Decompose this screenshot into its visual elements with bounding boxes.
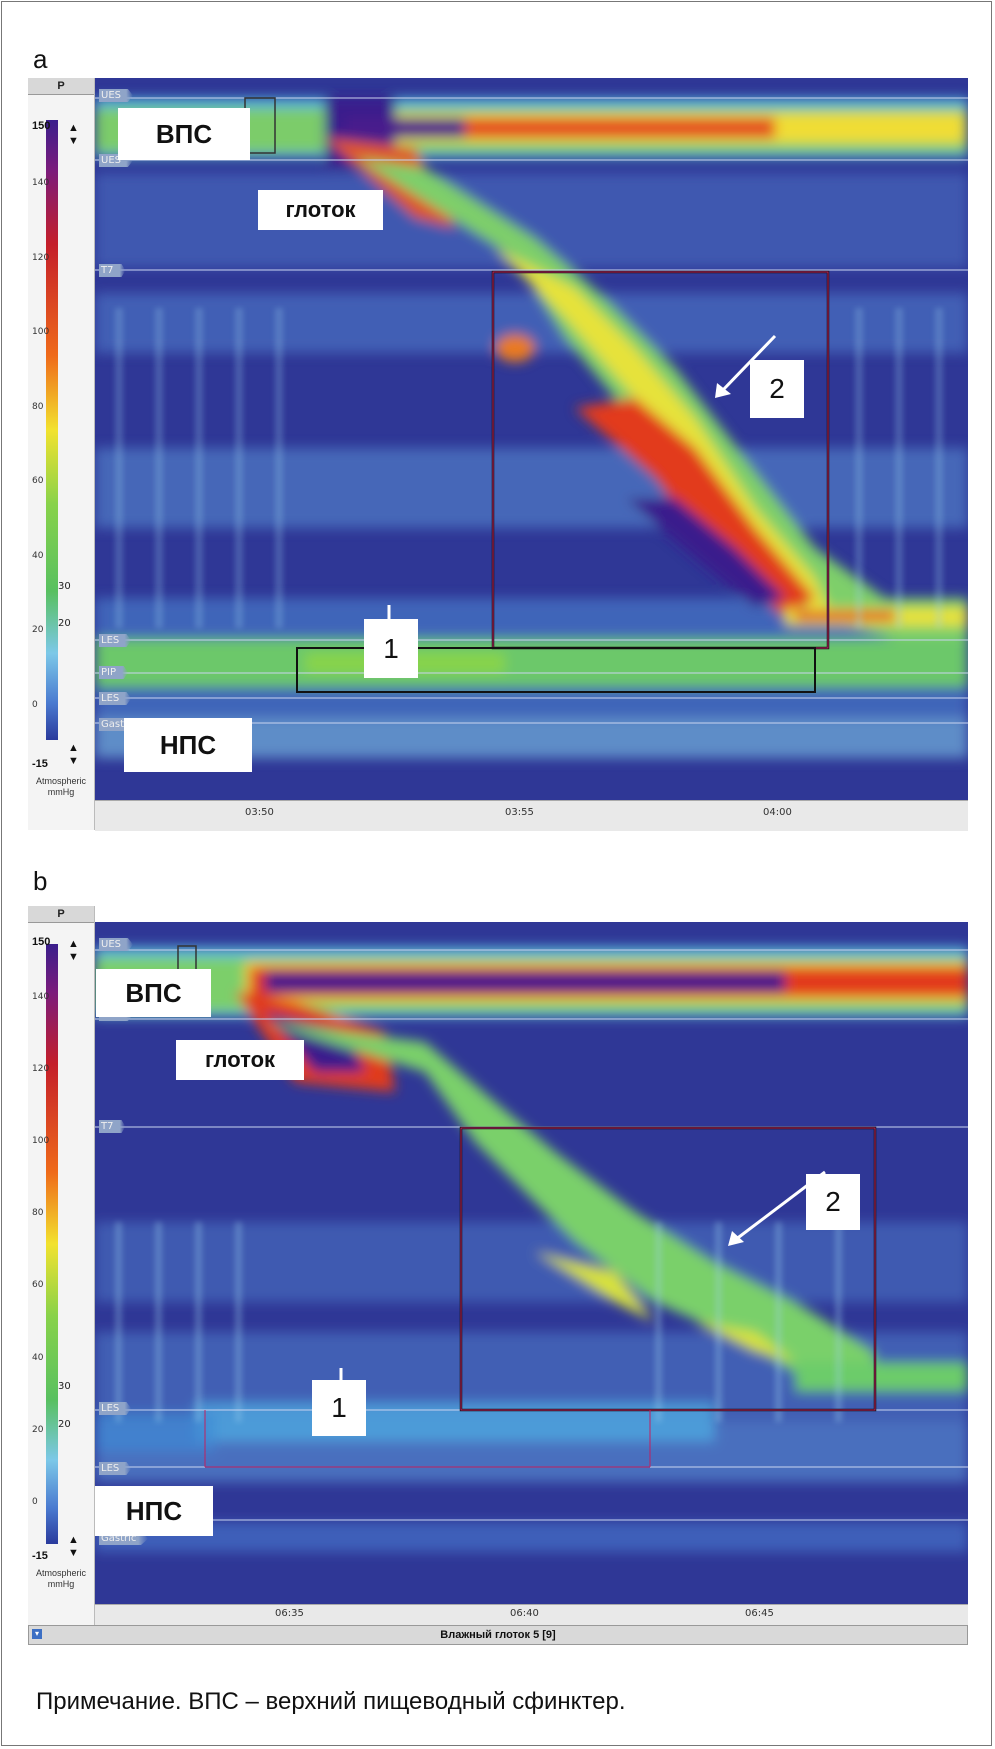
x-tick: 06:35 <box>275 1608 304 1619</box>
arrow-label-2: 2 <box>750 360 804 418</box>
label-les: НПС <box>95 1486 213 1536</box>
pressure-topography-a[interactable]: UES UES T7 LES PIP LES Gastric <box>95 78 968 800</box>
x-tick: 06:45 <box>745 1608 774 1619</box>
colorbar-tick: 40 <box>32 1353 44 1363</box>
isobar-marker-low[interactable]: 20 <box>58 618 71 629</box>
colorbar-tick: 60 <box>32 1280 44 1290</box>
colorbar-tick: 40 <box>32 551 44 561</box>
pressure-topography-b[interactable]: UES UES T7 LES LES Gastric <box>95 922 968 1604</box>
isobar-marker-low[interactable]: 20 <box>58 1419 71 1430</box>
colorbar-tick: 60 <box>32 476 44 486</box>
decrease-min-icon[interactable]: ▼ <box>68 755 79 767</box>
arrow-label-1: 1 <box>364 619 418 678</box>
figure-note: Примечание. ВПС – верхний пищеводный сфи… <box>36 1688 626 1715</box>
colorbar-tick: 0 <box>32 700 38 710</box>
label-les: НПС <box>124 718 252 772</box>
increase-max-icon[interactable]: ▲ <box>68 122 79 134</box>
status-bar: ▾ Влажный глоток 5 [9] <box>28 1625 968 1645</box>
isobar-marker-high[interactable]: 30 <box>58 1381 71 1392</box>
pressure-header: P <box>28 906 94 923</box>
label-ues: ВПС <box>96 969 211 1017</box>
colorbar-unit: Atmospheric mmHg <box>35 1568 87 1589</box>
colorbar-tick: 100 <box>32 327 50 337</box>
colorbar-panel-b: P 150 ▲ ▼ 140 120 100 80 60 40 20 0 30 2… <box>28 906 95 1625</box>
increase-min-icon[interactable]: ▲ <box>68 742 79 754</box>
colorbar-tick: 120 <box>32 253 50 263</box>
heatmap-a-svg <box>95 78 968 800</box>
colorbar-tick: 120 <box>32 1064 50 1074</box>
label-pharynx: глоток <box>176 1040 304 1080</box>
channel-les-upper[interactable]: LES <box>99 634 132 647</box>
heatmap-b-svg <box>95 922 968 1604</box>
colorbar-gradient <box>46 944 58 1544</box>
decrease-max-icon[interactable]: ▼ <box>68 135 79 147</box>
channel-t7[interactable]: T7 <box>99 1120 126 1133</box>
arrow-label-2: 2 <box>806 1174 860 1230</box>
colorbar-unit: Atmospheric mmHg <box>35 776 87 797</box>
time-axis-a: 03:50 03:55 04:00 <box>95 800 968 831</box>
decrease-min-icon[interactable]: ▼ <box>68 1547 79 1559</box>
channel-les-upper[interactable]: LES <box>99 1402 132 1415</box>
colorbar-panel-a: P 150 ▲ ▼ 140 120 100 80 60 40 20 0 30 2… <box>28 78 95 830</box>
panel-a: P 150 ▲ ▼ 140 120 100 80 60 40 20 0 30 2… <box>28 78 968 831</box>
panel-a-letter: a <box>33 44 48 74</box>
label-ues: ВПС <box>118 108 250 160</box>
swallow-label: Влажный глоток 5 [9] <box>440 1629 556 1641</box>
channel-pip[interactable]: PIP <box>99 666 129 679</box>
colorbar-gradient <box>46 120 58 740</box>
colorbar-max: 150 <box>32 120 51 132</box>
label-pharynx: глоток <box>258 190 383 230</box>
channel-les-lower[interactable]: LES <box>99 692 132 705</box>
colorbar-tick: 140 <box>32 178 50 188</box>
increase-max-icon[interactable]: ▲ <box>68 938 79 950</box>
increase-min-icon[interactable]: ▲ <box>68 1534 79 1546</box>
x-tick: 06:40 <box>510 1608 539 1619</box>
arrow-label-1: 1 <box>312 1380 366 1436</box>
channel-ues-upper[interactable]: UES <box>99 938 133 951</box>
channel-les-lower[interactable]: LES <box>99 1462 132 1475</box>
panel-b-letter: b <box>33 866 48 896</box>
x-tick: 03:50 <box>245 807 274 818</box>
colorbar-tick: 0 <box>32 1497 38 1507</box>
colorbar-min: -15 <box>32 758 48 770</box>
decrease-max-icon[interactable]: ▼ <box>68 951 79 963</box>
colorbar-tick: 20 <box>32 625 44 635</box>
x-tick: 03:55 <box>505 807 534 818</box>
isobar-marker-high[interactable]: 30 <box>58 581 71 592</box>
colorbar-tick: 100 <box>32 1136 50 1146</box>
x-tick: 04:00 <box>763 807 792 818</box>
colorbar-tick: 80 <box>32 402 44 412</box>
panel-b: P 150 ▲ ▼ 140 120 100 80 60 40 20 0 30 2… <box>28 906 968 1626</box>
colorbar-tick: 80 <box>32 1208 44 1218</box>
pressure-header: P <box>28 78 94 95</box>
colorbar-tick: 20 <box>32 1425 44 1435</box>
time-axis-b: 06:35 06:40 06:45 <box>95 1604 968 1626</box>
colorbar-tick: 140 <box>32 992 50 1002</box>
colorbar-min: -15 <box>32 1550 48 1562</box>
expand-icon[interactable]: ▾ <box>32 1629 42 1639</box>
channel-t7[interactable]: T7 <box>99 264 126 277</box>
channel-ues-upper[interactable]: UES <box>99 89 133 102</box>
colorbar-max: 150 <box>32 936 51 948</box>
